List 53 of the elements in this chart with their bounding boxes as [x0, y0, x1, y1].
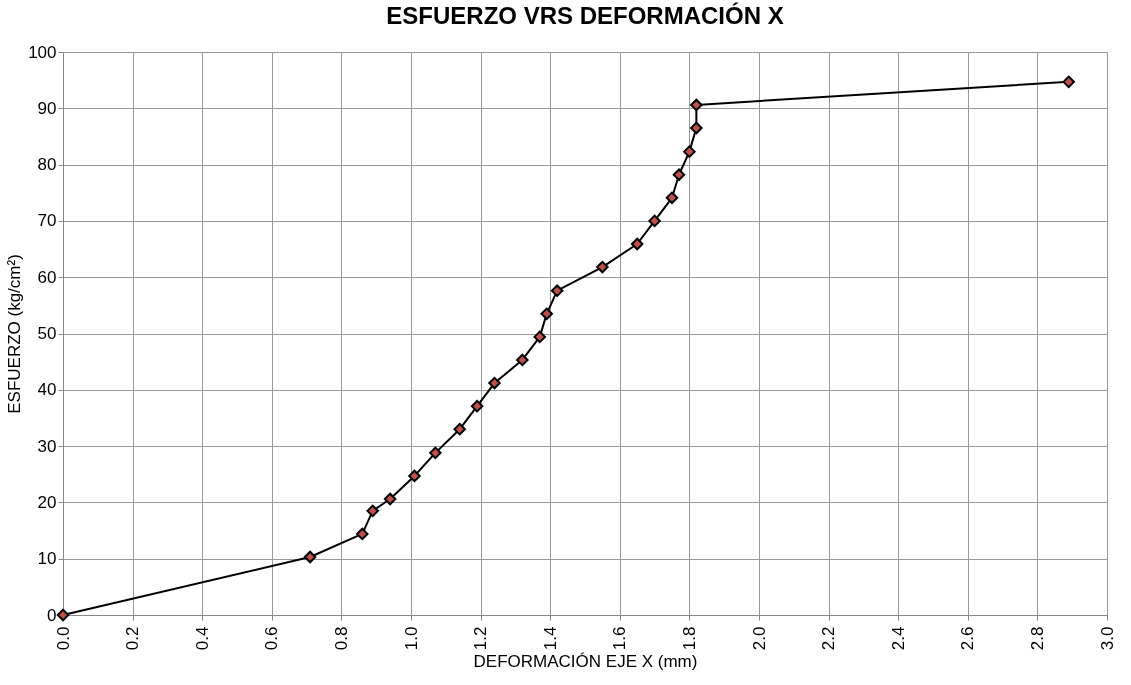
x-tick-label: 2.2 — [819, 626, 839, 651]
x-tick-label: 1.2 — [471, 626, 491, 651]
y-tick-label: 0 — [47, 605, 57, 625]
x-tick-label: 2.8 — [1027, 626, 1047, 651]
x-tick-label: 0.4 — [192, 626, 212, 651]
y-tick-label: 50 — [37, 324, 57, 343]
x-tick-label: 3.0 — [1097, 626, 1117, 651]
point — [470, 399, 484, 413]
x-tick-label: 1.4 — [540, 626, 560, 651]
x-tick-label: 1.8 — [679, 626, 699, 651]
x-tick-label: 2.4 — [888, 626, 908, 651]
point — [56, 608, 70, 622]
y-tick-label: 60 — [37, 267, 57, 287]
y-tick-label: 100 — [28, 42, 57, 62]
point — [488, 376, 501, 390]
point — [540, 307, 553, 321]
x-tick-label: 0.2 — [123, 626, 143, 651]
point — [429, 446, 442, 460]
point — [408, 469, 421, 483]
y-tick-label: 80 — [37, 155, 57, 175]
point — [672, 168, 686, 181]
point — [383, 492, 397, 506]
y-tick-label: 40 — [37, 380, 57, 400]
point — [690, 98, 703, 112]
point — [630, 237, 644, 251]
y-tick-label: 20 — [37, 492, 57, 512]
point — [550, 284, 564, 297]
point — [683, 145, 696, 158]
point — [516, 353, 529, 367]
x-tick-label: 1.0 — [401, 626, 421, 651]
point — [665, 191, 679, 205]
chart-title: ESFUERZO VRS DEFORMACIÓN X — [386, 2, 784, 29]
y-axis-title: ESFUERZO (kg/cm²) — [5, 254, 25, 414]
x-tick-label: 0.8 — [331, 626, 351, 651]
x-tick-label: 2.0 — [749, 626, 769, 651]
x-axis-title: DEFORMACIÓN EJE X (mm) — [473, 652, 698, 672]
y-tick-label: 90 — [37, 98, 57, 118]
x-tick-label: 0.6 — [262, 626, 282, 651]
y-tick-label: 30 — [37, 436, 57, 456]
point — [1062, 75, 1075, 89]
point — [648, 214, 661, 228]
point — [596, 260, 609, 274]
x-tick-label: 2.6 — [958, 626, 978, 651]
x-tick-label: 1.6 — [610, 626, 630, 651]
point — [356, 527, 369, 541]
y-tick-label: 10 — [37, 549, 57, 569]
x-tick-label: 0.0 — [53, 626, 73, 651]
point — [533, 330, 546, 344]
point — [303, 550, 317, 564]
y-tick-label: 70 — [37, 211, 57, 231]
point — [453, 422, 466, 436]
point — [690, 121, 703, 135]
point — [366, 504, 379, 518]
